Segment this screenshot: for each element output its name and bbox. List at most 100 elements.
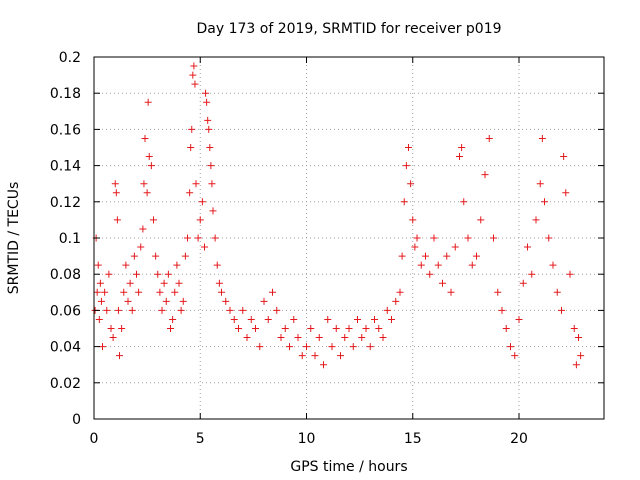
data-point xyxy=(572,361,580,369)
data-point xyxy=(120,288,128,296)
data-point xyxy=(160,279,168,287)
data-point xyxy=(434,261,442,269)
grid-lines xyxy=(94,57,604,419)
data-point xyxy=(171,288,179,296)
data-point xyxy=(409,216,417,224)
data-point xyxy=(337,352,344,360)
data-point xyxy=(407,180,415,188)
data-point xyxy=(184,234,191,242)
data-point xyxy=(124,297,132,305)
chart-title: Day 173 of 2019, SRMTID for receiver p01… xyxy=(196,21,501,37)
data-point xyxy=(122,261,130,269)
data-point xyxy=(204,116,212,124)
data-point xyxy=(443,252,451,260)
data-point xyxy=(114,306,122,314)
data-point xyxy=(541,198,548,206)
data-point xyxy=(558,306,565,314)
data-point xyxy=(126,279,134,287)
data-point xyxy=(426,270,434,278)
data-point xyxy=(93,288,101,296)
x-tick-label: 15 xyxy=(404,431,422,447)
data-point xyxy=(341,334,349,342)
data-point xyxy=(137,243,145,251)
data-point xyxy=(502,325,510,332)
data-point xyxy=(99,343,106,351)
data-point xyxy=(379,334,387,342)
data-point xyxy=(162,297,170,305)
data-point xyxy=(345,325,353,332)
data-point xyxy=(468,261,476,269)
data-point xyxy=(277,334,285,342)
y-tick-label: 0 xyxy=(72,412,81,428)
data-point xyxy=(139,225,147,233)
data-point xyxy=(208,180,216,188)
data-point xyxy=(128,306,136,314)
data-point xyxy=(177,306,185,314)
data-point xyxy=(392,297,400,305)
data-point xyxy=(194,234,202,242)
data-point xyxy=(169,315,177,323)
data-point xyxy=(577,352,585,360)
data-point xyxy=(247,315,255,323)
data-point xyxy=(411,243,419,251)
data-point xyxy=(528,270,536,278)
data-point xyxy=(96,279,104,287)
y-tick-label: 0.02 xyxy=(50,376,81,392)
data-point xyxy=(198,198,206,206)
data-point xyxy=(456,153,463,161)
data-point xyxy=(256,343,264,351)
data-point xyxy=(173,261,181,269)
data-point xyxy=(260,297,268,305)
data-point xyxy=(362,325,370,332)
data-point xyxy=(147,162,155,170)
data-point xyxy=(213,261,221,269)
data-point xyxy=(481,171,489,179)
data-point xyxy=(545,234,553,242)
data-point xyxy=(328,343,336,351)
data-point xyxy=(230,315,238,323)
data-point xyxy=(375,325,383,332)
data-point xyxy=(298,352,306,360)
data-point xyxy=(515,315,523,323)
data-point xyxy=(549,261,557,269)
data-point xyxy=(269,288,276,296)
data-point xyxy=(519,279,527,287)
x-tick-label: 20 xyxy=(510,431,528,447)
data-point xyxy=(95,315,103,323)
data-point xyxy=(422,252,429,260)
data-point xyxy=(152,252,160,260)
data-point xyxy=(105,270,113,278)
data-point xyxy=(417,261,425,269)
x-axis: 0 5 10 15 20 xyxy=(90,57,528,447)
data-point xyxy=(324,315,332,323)
data-point xyxy=(144,98,152,106)
data-point xyxy=(118,325,126,332)
data-point xyxy=(477,216,485,224)
data-point xyxy=(207,162,215,170)
data-point xyxy=(209,207,217,215)
data-point xyxy=(143,189,151,197)
y-tick-label: 0.16 xyxy=(50,122,81,138)
data-point xyxy=(524,243,531,251)
x-tick-label: 5 xyxy=(196,431,205,447)
data-point xyxy=(439,279,446,287)
data-point xyxy=(560,153,568,161)
data-point xyxy=(451,243,459,251)
data-point xyxy=(383,306,391,314)
data-point xyxy=(575,334,582,342)
data-point xyxy=(111,180,119,188)
data-point xyxy=(97,297,105,305)
data-point xyxy=(107,325,115,332)
data-point xyxy=(354,315,361,323)
y-tick-label: 0.2 xyxy=(59,50,81,66)
data-point xyxy=(536,180,544,188)
data-point xyxy=(175,279,183,287)
data-point xyxy=(405,144,412,151)
data-point xyxy=(189,71,197,79)
data-point xyxy=(507,343,514,351)
data-point xyxy=(186,189,194,197)
data-point xyxy=(371,315,378,323)
y-tick-label: 0.18 xyxy=(50,86,81,102)
data-point xyxy=(206,144,214,151)
data-point xyxy=(94,261,102,269)
